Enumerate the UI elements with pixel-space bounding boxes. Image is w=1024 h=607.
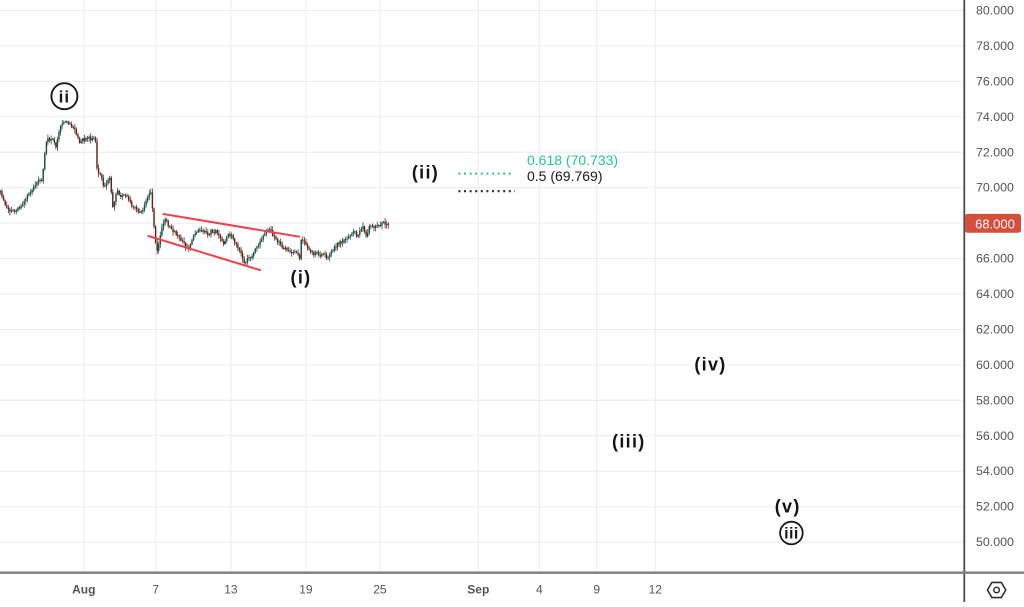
- svg-text:70.000: 70.000: [976, 181, 1014, 195]
- svg-text:25: 25: [373, 583, 387, 597]
- svg-text:(ii): (ii): [412, 163, 439, 183]
- svg-text:64.000: 64.000: [976, 287, 1014, 301]
- svg-text:74.000: 74.000: [976, 110, 1014, 124]
- svg-text:4: 4: [536, 583, 543, 597]
- svg-text:62.000: 62.000: [976, 323, 1014, 337]
- svg-text:Sep: Sep: [467, 583, 489, 597]
- svg-text:66.000: 66.000: [976, 252, 1014, 266]
- svg-text:54.000: 54.000: [976, 464, 1014, 478]
- svg-text:80.000: 80.000: [976, 4, 1014, 18]
- svg-text:78.000: 78.000: [976, 39, 1014, 53]
- svg-text:iii: iii: [784, 526, 799, 543]
- svg-text:68.000: 68.000: [975, 216, 1015, 231]
- svg-text:13: 13: [224, 583, 238, 597]
- svg-text:(iii): (iii): [612, 431, 646, 451]
- svg-text:52.000: 52.000: [976, 500, 1014, 514]
- svg-text:7: 7: [152, 583, 159, 597]
- svg-text:Aug: Aug: [72, 583, 95, 597]
- svg-text:ii: ii: [59, 88, 70, 107]
- svg-text:0.5 (69.769): 0.5 (69.769): [527, 168, 603, 184]
- svg-text:58.000: 58.000: [976, 393, 1014, 407]
- svg-text:12: 12: [649, 583, 663, 597]
- svg-text:(i): (i): [291, 268, 312, 288]
- svg-text:0.618 (70.733): 0.618 (70.733): [527, 152, 618, 168]
- svg-text:60.000: 60.000: [976, 358, 1014, 372]
- svg-text:(iv): (iv): [694, 355, 726, 375]
- svg-text:56.000: 56.000: [976, 429, 1014, 443]
- svg-text:9: 9: [593, 583, 600, 597]
- svg-text:19: 19: [299, 583, 313, 597]
- svg-text:76.000: 76.000: [976, 74, 1014, 88]
- svg-text:50.000: 50.000: [976, 535, 1014, 549]
- svg-text:72.000: 72.000: [976, 145, 1014, 159]
- svg-text:(v): (v): [775, 497, 801, 517]
